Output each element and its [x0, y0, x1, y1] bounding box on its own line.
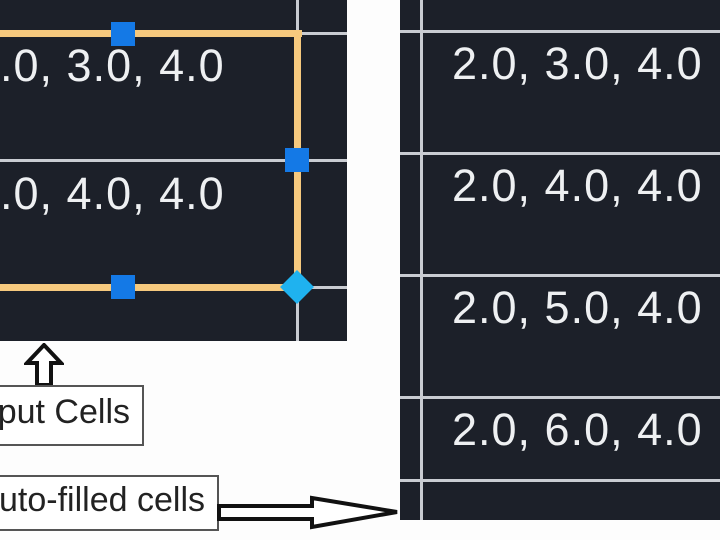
grip-handle-right[interactable] [285, 148, 309, 172]
grid-line [400, 152, 720, 155]
output-table: 2.0, 3.0, 4.0 2.0, 4.0, 4.0 2.0, 5.0, 4.… [400, 0, 720, 520]
grid-line [400, 30, 720, 33]
autofill-grip-icon[interactable] [280, 270, 314, 304]
grid-line [0, 159, 347, 162]
up-arrow-icon [24, 343, 64, 387]
autofilled-cells-label: Auto-filled cells [0, 475, 219, 531]
autofilled-cells-text: Auto-filled cells [0, 481, 205, 519]
grid-line [400, 396, 720, 399]
output-cell[interactable]: 2.0, 3.0, 4.0 [452, 38, 703, 89]
grip-handle-bottom[interactable] [111, 275, 135, 299]
input-table: 2.0, 3.0, 4.0 2.0, 4.0, 4.0 [0, 0, 347, 341]
input-cells-label: Input Cells [0, 385, 144, 446]
selection-border-bottom [0, 284, 300, 291]
grid-line [420, 0, 423, 520]
grid-line [400, 274, 720, 277]
grip-handle-top[interactable] [111, 22, 135, 46]
output-cell[interactable]: 2.0, 4.0, 4.0 [452, 160, 703, 211]
grid-line [400, 479, 720, 482]
input-cell[interactable]: 2.0, 3.0, 4.0 [0, 40, 225, 91]
input-cells-text: Input Cells [0, 393, 130, 431]
output-cell[interactable]: 2.0, 6.0, 4.0 [452, 404, 703, 455]
input-cell[interactable]: 2.0, 4.0, 4.0 [0, 168, 225, 219]
right-arrow-icon [217, 495, 398, 530]
selection-border-top [0, 30, 302, 37]
output-cell[interactable]: 2.0, 5.0, 4.0 [452, 282, 703, 333]
